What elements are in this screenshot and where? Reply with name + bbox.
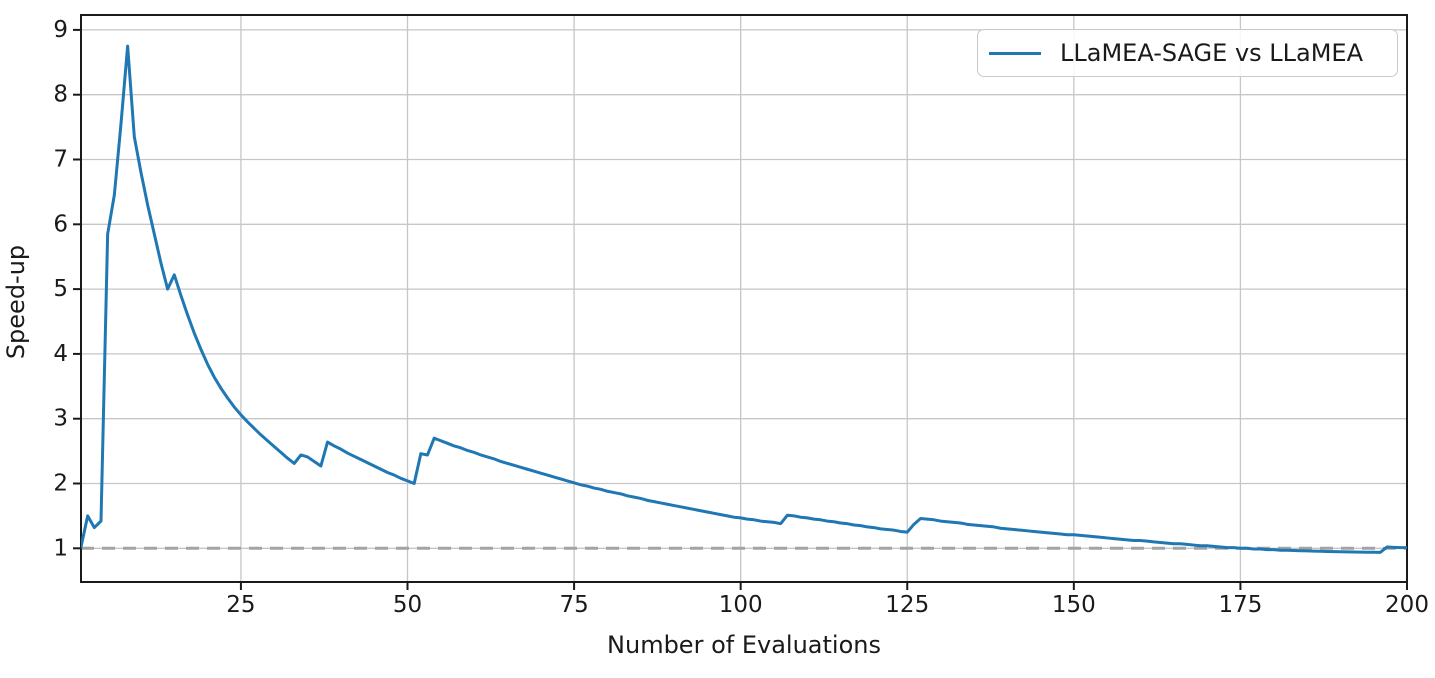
y-axis-label: Speed-up (2, 244, 30, 360)
legend-line-swatch (989, 51, 1041, 55)
x-tick-label: 25 (226, 592, 255, 618)
x-tick-label: 150 (1052, 592, 1096, 618)
y-tick-label: 2 (53, 471, 68, 497)
y-tick-label: 5 (53, 276, 68, 302)
x-axis-label: Number of Evaluations (607, 631, 881, 659)
y-tick-label: 7 (53, 147, 68, 173)
y-tick-label: 1 (53, 535, 68, 561)
legend: LLaMEA-SAGE vs LLaMEA (977, 29, 1398, 77)
plot-frame (80, 14, 1408, 583)
y-tick-label: 8 (53, 82, 68, 108)
x-tick-label: 175 (1218, 592, 1262, 618)
legend-label: LLaMEA-SAGE vs LLaMEA (1060, 39, 1364, 67)
y-tick-label: 6 (53, 211, 68, 237)
x-tick-label: 125 (885, 592, 929, 618)
series-line (81, 44, 1407, 554)
x-tick-label: 100 (719, 592, 763, 618)
y-tick-label: 9 (53, 17, 68, 43)
x-tick-label: 50 (393, 592, 422, 618)
y-tick-label: 3 (53, 406, 68, 432)
x-tick-label: 75 (559, 592, 588, 618)
y-tick-label: 4 (53, 341, 68, 367)
x-tick-label: 200 (1385, 592, 1429, 618)
